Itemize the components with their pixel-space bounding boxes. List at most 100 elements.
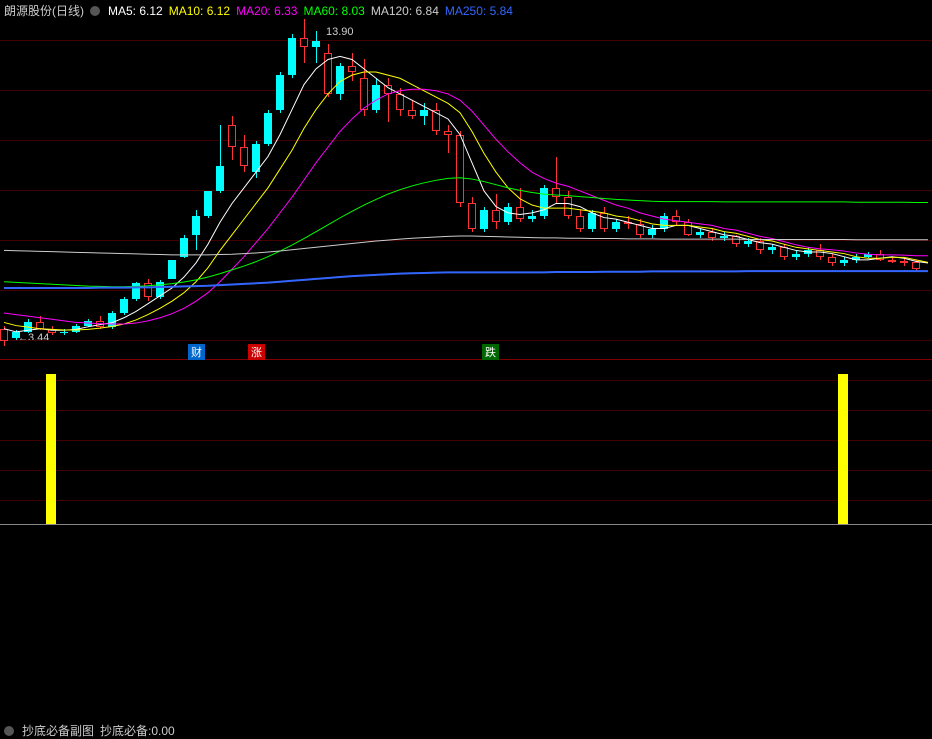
candle-body bbox=[816, 250, 824, 256]
candle-wick bbox=[448, 125, 449, 153]
indicator-bar bbox=[838, 374, 848, 524]
candle-body bbox=[336, 66, 344, 94]
candle-body bbox=[168, 260, 176, 279]
candle-body bbox=[264, 113, 272, 144]
baseline bbox=[0, 524, 932, 525]
candle-body bbox=[720, 236, 728, 238]
ma-legend-item: MA20: 6.33 bbox=[236, 4, 297, 18]
candle-body bbox=[108, 313, 116, 327]
candle-body bbox=[324, 53, 332, 94]
candle-body bbox=[120, 299, 128, 313]
candle-body bbox=[312, 41, 320, 47]
candle-body bbox=[468, 203, 476, 228]
grid-line bbox=[0, 440, 932, 441]
chart-badge: 涨 bbox=[248, 344, 265, 360]
candle-body bbox=[864, 254, 872, 257]
candle-body bbox=[60, 332, 68, 334]
candle-body bbox=[588, 213, 596, 229]
grid-line bbox=[0, 190, 932, 191]
candle-body bbox=[624, 222, 632, 224]
grid-line bbox=[0, 40, 932, 41]
stock-title: 朗源股份(日线) bbox=[4, 2, 84, 19]
sub-chart-area[interactable]: 抄底必备副图 抄底必备:0.00 bbox=[0, 360, 932, 526]
candle-body bbox=[492, 210, 500, 223]
high-price-label: 13.90 bbox=[326, 26, 354, 38]
chart-header: 朗源股份(日线) MA5: 6.12MA10: 6.12MA20: 6.33MA… bbox=[4, 2, 519, 19]
candle-body bbox=[420, 110, 428, 116]
candle-body bbox=[636, 224, 644, 235]
candle-body bbox=[660, 216, 668, 229]
chart-badge: 财 bbox=[188, 344, 205, 360]
ma-legend-item: MA60: 8.03 bbox=[303, 4, 364, 18]
candle-body bbox=[48, 329, 56, 334]
ma-line-ma60 bbox=[4, 178, 928, 287]
candle-body bbox=[144, 283, 152, 297]
candle-body bbox=[300, 38, 308, 47]
candle-body bbox=[684, 222, 692, 235]
candle-body bbox=[576, 216, 584, 229]
candle-wick bbox=[316, 31, 317, 62]
candle-body bbox=[396, 94, 404, 110]
grid-line bbox=[0, 500, 932, 501]
candle-body bbox=[156, 282, 164, 298]
candle-body bbox=[744, 241, 752, 244]
ma-legend-item: MA5: 6.12 bbox=[108, 4, 163, 18]
candle-body bbox=[12, 332, 20, 338]
candle-body bbox=[672, 216, 680, 222]
candle-body bbox=[228, 125, 236, 147]
candle-body bbox=[132, 283, 140, 299]
grid-line bbox=[0, 470, 932, 471]
candle-body bbox=[372, 85, 380, 110]
candle-body bbox=[456, 135, 464, 204]
candle-body bbox=[0, 329, 8, 342]
ma-legend: MA5: 6.12 MA10: 6.12 MA20: 6.33 MA60: 8.03 M… bbox=[108, 4, 519, 18]
candle-body bbox=[180, 238, 188, 257]
candle-body bbox=[96, 321, 104, 327]
candle-body bbox=[192, 216, 200, 235]
candle-body bbox=[480, 210, 488, 229]
ma-legend-item: MA120: 6.84 bbox=[371, 4, 439, 18]
candle-body bbox=[504, 207, 512, 223]
candle-body bbox=[360, 78, 368, 109]
ma-legend-item: MA10: 6.12 bbox=[169, 4, 230, 18]
candle-body bbox=[828, 257, 836, 263]
candle-body bbox=[780, 247, 788, 256]
grid-line bbox=[0, 240, 932, 241]
indicator-icon bbox=[4, 726, 14, 736]
grid-line bbox=[0, 380, 932, 381]
candle-body bbox=[348, 66, 356, 72]
candle-body bbox=[564, 197, 572, 216]
low-price-label: ←3.44 bbox=[18, 332, 49, 344]
candle-body bbox=[600, 213, 608, 229]
ma-legend-item: MA250: 5.84 bbox=[445, 4, 513, 18]
candle-body bbox=[612, 222, 620, 228]
indicator-icon bbox=[90, 6, 100, 16]
main-chart-area[interactable]: 朗源股份(日线) MA5: 6.12MA10: 6.12MA20: 6.33MA… bbox=[0, 0, 932, 360]
candle-body bbox=[216, 166, 224, 191]
candle-body bbox=[276, 75, 284, 109]
candle-body bbox=[252, 144, 260, 172]
sub-title: 抄底必备副图 bbox=[22, 722, 94, 739]
candle-body bbox=[804, 250, 812, 253]
candle-body bbox=[708, 232, 716, 238]
candle-body bbox=[792, 254, 800, 257]
candle-body bbox=[36, 322, 44, 328]
ma-line-ma10 bbox=[4, 72, 928, 330]
candle-body bbox=[840, 260, 848, 263]
candle-body bbox=[72, 326, 80, 332]
candle-body bbox=[756, 241, 764, 250]
candle-body bbox=[876, 254, 884, 260]
ma-line-ma20 bbox=[4, 89, 928, 324]
sub-indicator-label: 抄底必备:0.00 bbox=[100, 722, 175, 739]
candle-body bbox=[888, 260, 896, 262]
candle-body bbox=[204, 191, 212, 216]
candle-body bbox=[852, 257, 860, 260]
chart-container: 朗源股份(日线) MA5: 6.12MA10: 6.12MA20: 6.33MA… bbox=[0, 0, 932, 526]
candle-body bbox=[84, 321, 92, 326]
candle-body bbox=[444, 131, 452, 134]
candle-body bbox=[384, 85, 392, 94]
candle-body bbox=[900, 261, 908, 263]
chart-badge: 跌 bbox=[482, 344, 499, 360]
candle-body bbox=[552, 188, 560, 197]
candle-body bbox=[432, 110, 440, 132]
